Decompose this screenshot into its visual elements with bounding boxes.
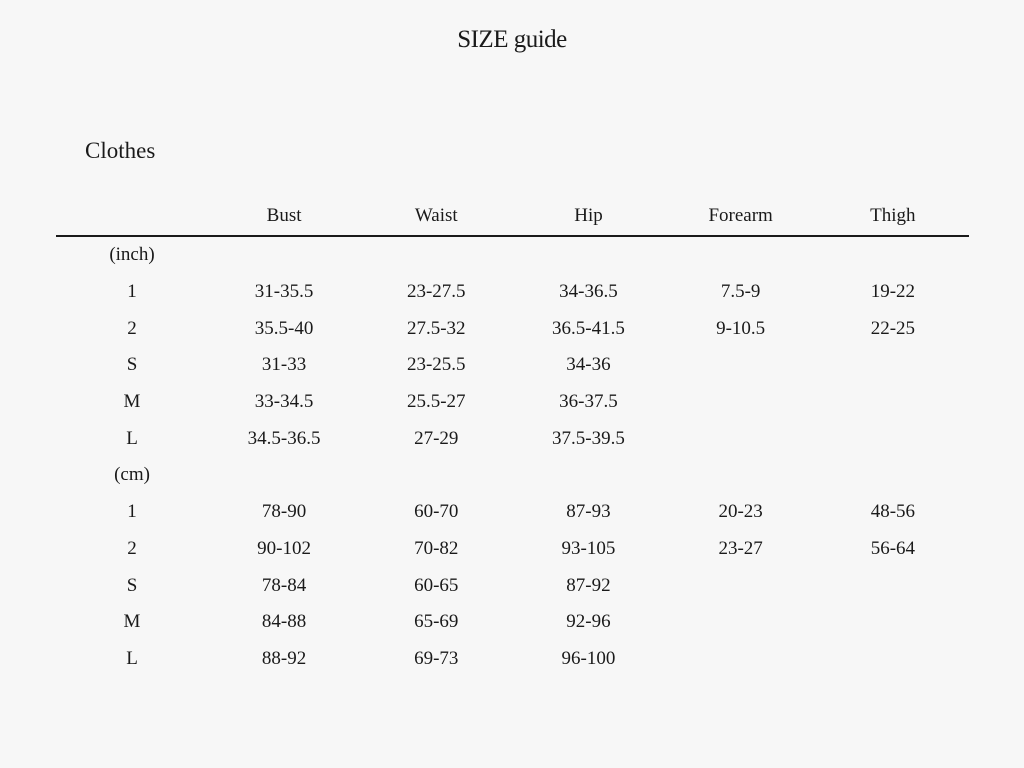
- bust-cell: 90-102: [257, 537, 311, 559]
- forearm-cell: 23-27: [718, 537, 763, 559]
- forearm-cell: [665, 567, 817, 604]
- forearm-cell: [665, 604, 817, 641]
- waist-cell: 60-65: [414, 574, 459, 596]
- hip-cell: 93-105: [561, 537, 616, 559]
- waist-cell: 27-29: [414, 427, 459, 449]
- bust-cell: 34.5-36.5: [247, 427, 321, 449]
- size-cell: 2: [127, 317, 137, 339]
- header-size: [56, 197, 208, 237]
- hip-cell: 34-36.5: [559, 281, 618, 303]
- size-cell: M: [123, 611, 141, 633]
- bust-cell: 78-84: [261, 574, 307, 596]
- unit-row-cm: (cm): [56, 457, 969, 494]
- size-cell: L: [126, 427, 138, 449]
- hip-cell: 37.5-39.5: [552, 427, 625, 449]
- waist-cell: 23-25.5: [406, 354, 466, 376]
- size-cell: M: [123, 391, 141, 413]
- table-row: L 88-92 69-73 96-100: [56, 641, 969, 678]
- size-table: Bust Waist Hip Forearm Thigh (inch) 1 31…: [56, 197, 969, 677]
- header-waist: Waist: [360, 197, 513, 237]
- waist-cell: 27.5-32: [406, 317, 466, 339]
- table-row: S 31-33 23-25.5 34-36: [56, 347, 969, 384]
- forearm-cell: [665, 641, 817, 678]
- section-title: Clothes: [85, 138, 156, 163]
- table-row: 2 35.5-40 27.5-32 36.5-41.5 9-10.5 22-25: [56, 310, 969, 347]
- bust-cell: 84-88: [261, 611, 307, 633]
- table-row: 1 78-90 60-70 87-93 20-23 48-56: [56, 494, 969, 531]
- hip-cell: 34-36: [566, 354, 611, 376]
- forearm-cell: 20-23: [718, 501, 763, 523]
- bust-cell: 33-34.5: [254, 391, 314, 413]
- header-bust: Bust: [208, 197, 361, 237]
- thigh-cell: [817, 420, 969, 457]
- bust-cell: 78-90: [261, 501, 307, 523]
- waist-cell: 23-27.5: [406, 281, 466, 303]
- table-header-row: Bust Waist Hip Forearm Thigh: [56, 197, 969, 237]
- table-row: 2 90-102 70-82 93-105 23-27 56-64: [56, 531, 969, 568]
- thigh-cell: [817, 384, 969, 421]
- hip-cell: 36-37.5: [559, 391, 618, 413]
- thigh-cell: 56-64: [870, 537, 916, 559]
- forearm-cell: [665, 347, 817, 384]
- waist-cell: 70-82: [414, 537, 459, 559]
- table-row: L 34.5-36.5 27-29 37.5-39.5: [56, 420, 969, 457]
- hip-cell: 87-92: [566, 574, 611, 596]
- unit-label: (cm): [114, 464, 150, 486]
- thigh-cell: [817, 641, 969, 678]
- forearm-cell: 7.5-9: [720, 281, 761, 303]
- thigh-cell: [817, 567, 969, 604]
- thigh-cell: 19-22: [870, 281, 916, 303]
- table-row: 1 31-35.5 23-27.5 34-36.5 7.5-9 19-22: [56, 274, 969, 311]
- hip-cell: 96-100: [561, 647, 616, 669]
- waist-cell: 69-73: [414, 647, 459, 669]
- thigh-cell: 48-56: [870, 501, 916, 523]
- table-row: M 84-88 65-69 92-96: [56, 604, 969, 641]
- header-forearm: Forearm: [664, 197, 817, 237]
- bust-cell: 31-33: [261, 354, 307, 376]
- hip-cell: 92-96: [566, 611, 611, 633]
- header-thigh: Thigh: [816, 197, 969, 237]
- unit-label: (inch): [109, 244, 155, 266]
- size-cell: 1: [127, 501, 137, 523]
- size-cell: S: [126, 354, 138, 376]
- forearm-cell: [665, 420, 817, 457]
- page-title: SIZE guide: [457, 26, 567, 53]
- thigh-cell: 22-25: [870, 317, 916, 339]
- thigh-cell: [817, 347, 969, 384]
- thigh-cell: [817, 604, 969, 641]
- table-row: M 33-34.5 25.5-27 36-37.5: [56, 384, 969, 421]
- forearm-cell: [665, 384, 817, 421]
- bust-cell: 35.5-40: [254, 317, 314, 339]
- hip-cell: 36.5-41.5: [552, 317, 625, 339]
- forearm-cell: 9-10.5: [716, 317, 766, 339]
- bust-cell: 88-92: [261, 647, 307, 669]
- bust-cell: 31-35.5: [254, 281, 314, 303]
- waist-cell: 60-70: [414, 501, 459, 523]
- table-row: S 78-84 60-65 87-92: [56, 567, 969, 604]
- unit-row-inch: (inch): [56, 236, 969, 274]
- waist-cell: 25.5-27: [406, 391, 466, 413]
- size-cell: L: [126, 647, 138, 669]
- size-cell: 2: [127, 537, 137, 559]
- size-cell: 1: [127, 281, 137, 303]
- waist-cell: 65-69: [414, 611, 459, 633]
- size-cell: S: [126, 574, 138, 596]
- header-hip: Hip: [512, 197, 665, 237]
- hip-cell: 87-93: [566, 501, 611, 523]
